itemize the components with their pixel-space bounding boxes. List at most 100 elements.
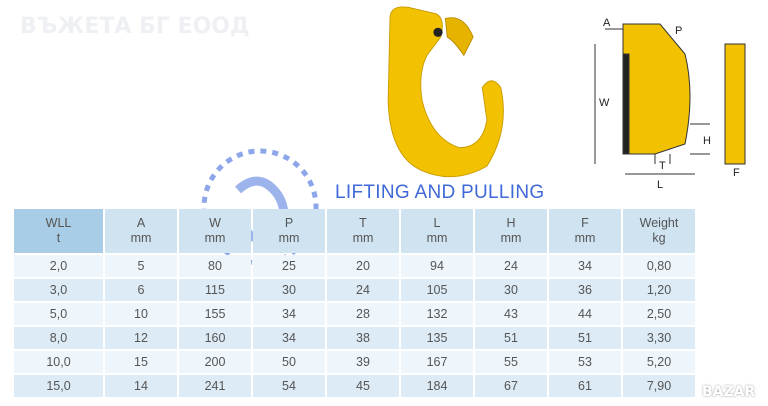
- table-cell: 36: [549, 279, 621, 301]
- table-cell: 38: [327, 327, 399, 349]
- table-cell: 6: [105, 279, 177, 301]
- brand-watermark: ВЪЖЕТА БГ ЕООД: [20, 14, 250, 39]
- table-cell: 25: [253, 255, 325, 277]
- table-cell: 115: [179, 279, 251, 301]
- technical-drawing: A P W H T L F: [594, 17, 746, 191]
- column-header: WLL t: [14, 209, 103, 253]
- table-cell: 15: [105, 351, 177, 373]
- table-cell: 2,0: [14, 255, 103, 277]
- table-cell: 80: [179, 255, 251, 277]
- table-cell: 55: [475, 351, 547, 373]
- table-cell: 5,0: [14, 303, 103, 325]
- table-cell: 0,80: [623, 255, 695, 277]
- table-cell: 184: [401, 375, 473, 397]
- table-cell: 15,0: [14, 375, 103, 397]
- header-unit: t: [56, 231, 61, 245]
- header-unit: mm: [426, 231, 448, 245]
- table-cell: 67: [475, 375, 547, 397]
- label-a: A: [603, 17, 611, 29]
- table-cell: 61: [549, 375, 621, 397]
- table-cell: 12: [105, 327, 177, 349]
- table-cell: 160: [179, 327, 251, 349]
- table-cell: 155: [179, 303, 251, 325]
- table-cell: 7,90: [623, 375, 695, 397]
- header-label: T: [359, 216, 367, 230]
- table-cell: 20: [327, 255, 399, 277]
- table-cell: 45: [327, 375, 399, 397]
- label-f: F: [733, 167, 740, 179]
- table-row: 3,0 6 115 30 24 105 30 36 1,20: [14, 279, 695, 301]
- table-cell: 43: [475, 303, 547, 325]
- table-cell: 24: [327, 279, 399, 301]
- table-cell: 10,0: [14, 351, 103, 373]
- header-label: W: [209, 216, 221, 230]
- bazar-logo: BAZAR: [702, 384, 756, 400]
- table-cell: 5,20: [623, 351, 695, 373]
- table-cell: 54: [253, 375, 325, 397]
- table-cell: 2,50: [623, 303, 695, 325]
- table-cell: 44: [549, 303, 621, 325]
- table-cell: 105: [401, 279, 473, 301]
- header-label: P: [284, 216, 294, 230]
- table-row: 5,0 10 155 34 28 132 43 44 2,50: [14, 303, 695, 325]
- table-cell: 5: [105, 255, 177, 277]
- header-unit: mm: [574, 231, 596, 245]
- table-cell: 132: [401, 303, 473, 325]
- table-cell: 3,0: [14, 279, 103, 301]
- table-cell: 3,30: [623, 327, 695, 349]
- header-unit: mm: [352, 231, 374, 245]
- table-cell: 34: [253, 303, 325, 325]
- header-label: WLL: [45, 216, 72, 230]
- table-cell: 51: [549, 327, 621, 349]
- table-cell: 30: [253, 279, 325, 301]
- column-header: Weight kg: [623, 209, 695, 253]
- table-cell: 94: [401, 255, 473, 277]
- header-unit: mm: [130, 231, 152, 245]
- table-cell: 50: [253, 351, 325, 373]
- label-h: H: [703, 135, 711, 147]
- table-row: 2,0 5 80 25 20 94 24 34 0,80: [14, 255, 695, 277]
- table-row: 10,0 15 200 50 39 167 55 53 5,20: [14, 351, 695, 373]
- table-cell: 39: [327, 351, 399, 373]
- table-cell: 28: [327, 303, 399, 325]
- table-cell: 167: [401, 351, 473, 373]
- header-label: Weight: [639, 216, 679, 230]
- header-unit: mm: [204, 231, 226, 245]
- table-row: 8,0 12 160 34 38 135 51 51 3,30: [14, 327, 695, 349]
- header-label: H: [506, 216, 516, 230]
- header-unit: kg: [652, 231, 666, 245]
- table-cell: 24: [475, 255, 547, 277]
- header-label: L: [433, 216, 441, 230]
- table-cell: 30: [475, 279, 547, 301]
- table-row: 15,0 14 241 54 45 184 67 61 7,90: [14, 375, 695, 397]
- table-cell: 241: [179, 375, 251, 397]
- table-cell: 53: [549, 351, 621, 373]
- header-unit: mm: [500, 231, 522, 245]
- label-p: P: [675, 25, 682, 37]
- label-t: T: [659, 160, 666, 172]
- table-cell: 135: [401, 327, 473, 349]
- header-unit: mm: [278, 231, 300, 245]
- header-label: F: [581, 216, 589, 230]
- table-cell: 51: [475, 327, 547, 349]
- label-l: L: [657, 179, 663, 191]
- table-cell: 10: [105, 303, 177, 325]
- table-cell: 1,20: [623, 279, 695, 301]
- hook-image: [387, 6, 504, 178]
- label-w: W: [599, 97, 610, 109]
- table-cell: 200: [179, 351, 251, 373]
- table-cell: 34: [549, 255, 621, 277]
- watermark-text: LIFTING AND PULLING: [335, 182, 545, 203]
- table-cell: 14: [105, 375, 177, 397]
- table-cell: 34: [253, 327, 325, 349]
- header-label: A: [136, 216, 146, 230]
